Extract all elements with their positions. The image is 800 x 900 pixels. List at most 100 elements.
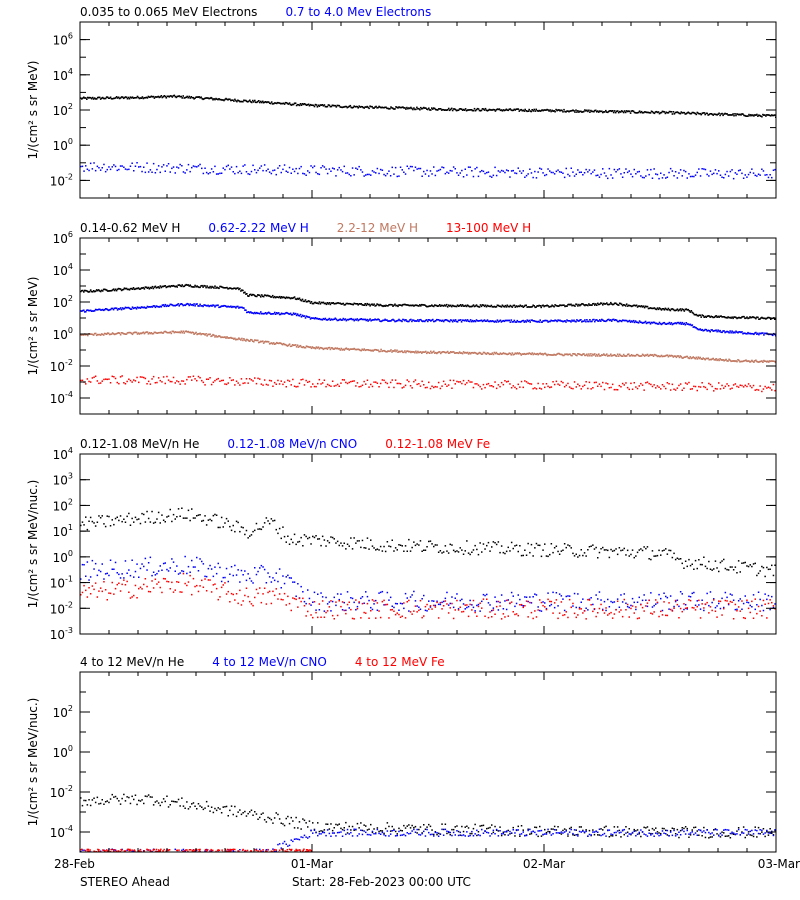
data-point (752, 333, 754, 335)
data-point (210, 287, 212, 289)
data-point (692, 356, 695, 358)
data-point (602, 354, 604, 356)
data-point (301, 314, 304, 317)
data-point (524, 596, 526, 598)
data-point (138, 306, 141, 309)
data-point (679, 591, 682, 593)
data-point (426, 169, 428, 172)
data-point (116, 309, 119, 311)
data-point (732, 569, 735, 571)
data-point (358, 540, 360, 542)
data-point (254, 529, 256, 532)
data-point (456, 593, 458, 595)
data-point (344, 348, 347, 350)
data-point (634, 305, 637, 307)
data-point (653, 307, 656, 309)
data-point (406, 165, 408, 167)
data-point (336, 169, 339, 171)
data-point (527, 616, 529, 618)
data-point (708, 560, 710, 563)
data-point (335, 106, 338, 108)
data-point (194, 305, 196, 307)
data-point (655, 354, 658, 357)
data-point (614, 302, 617, 304)
data-point (469, 381, 471, 383)
data-point (520, 603, 523, 606)
data-point (602, 304, 604, 306)
data-point (330, 536, 332, 538)
data-point (437, 108, 440, 110)
data-point (208, 333, 210, 336)
data-point (239, 100, 241, 103)
data-point (349, 348, 352, 350)
data-point (524, 320, 526, 322)
data-point (154, 285, 157, 288)
data-point (726, 596, 728, 599)
data-point (485, 305, 488, 308)
data-point (690, 310, 693, 312)
data-point (769, 360, 771, 362)
data-point (752, 360, 754, 363)
data-point (304, 346, 307, 349)
data-point (495, 605, 498, 608)
data-point (299, 299, 302, 301)
data-point (699, 112, 701, 115)
data-point (278, 102, 281, 104)
data-point (128, 97, 131, 100)
data-point (104, 333, 107, 335)
data-point (210, 383, 213, 386)
data-point (597, 110, 599, 112)
data-point (561, 353, 563, 356)
data-point (663, 355, 666, 358)
data-point (703, 609, 705, 612)
data-point (372, 350, 374, 352)
data-point (524, 304, 526, 307)
data-point (558, 109, 560, 111)
data-point (326, 383, 329, 386)
data-point (519, 321, 522, 323)
data-point (545, 383, 548, 385)
data-point (201, 333, 203, 335)
data-point (117, 287, 120, 290)
data-point (255, 339, 257, 342)
data-point (627, 110, 630, 112)
data-point (93, 568, 95, 570)
data-point (177, 303, 179, 305)
data-point (726, 568, 728, 571)
data-point (247, 537, 249, 539)
data-point (292, 103, 295, 106)
data-point (582, 174, 584, 176)
data-point (156, 583, 158, 585)
data-point (463, 109, 466, 111)
data-point (545, 607, 548, 610)
data-point (300, 600, 302, 603)
data-point (454, 319, 457, 321)
data-point (556, 305, 558, 307)
data-point (259, 294, 261, 297)
data-point (475, 304, 478, 306)
data-point (445, 109, 448, 111)
data-point (212, 333, 214, 336)
data-point (330, 302, 333, 304)
data-point (595, 594, 597, 596)
data-point (709, 568, 712, 570)
data-point (221, 336, 223, 338)
data-point (686, 323, 689, 325)
data-point (295, 595, 297, 597)
data-point (393, 610, 395, 612)
data-point (450, 351, 453, 354)
data-point (280, 537, 282, 540)
data-point (402, 318, 404, 321)
data-point (429, 305, 431, 307)
data-point (106, 332, 109, 334)
data-point (298, 167, 301, 170)
data-point (655, 387, 657, 389)
data-point (325, 611, 327, 614)
data-point (436, 170, 438, 172)
data-point (381, 106, 383, 109)
data-point (575, 354, 577, 356)
data-point (545, 319, 547, 322)
data-point (702, 357, 704, 359)
data-point (767, 176, 770, 179)
data-point (269, 342, 272, 345)
